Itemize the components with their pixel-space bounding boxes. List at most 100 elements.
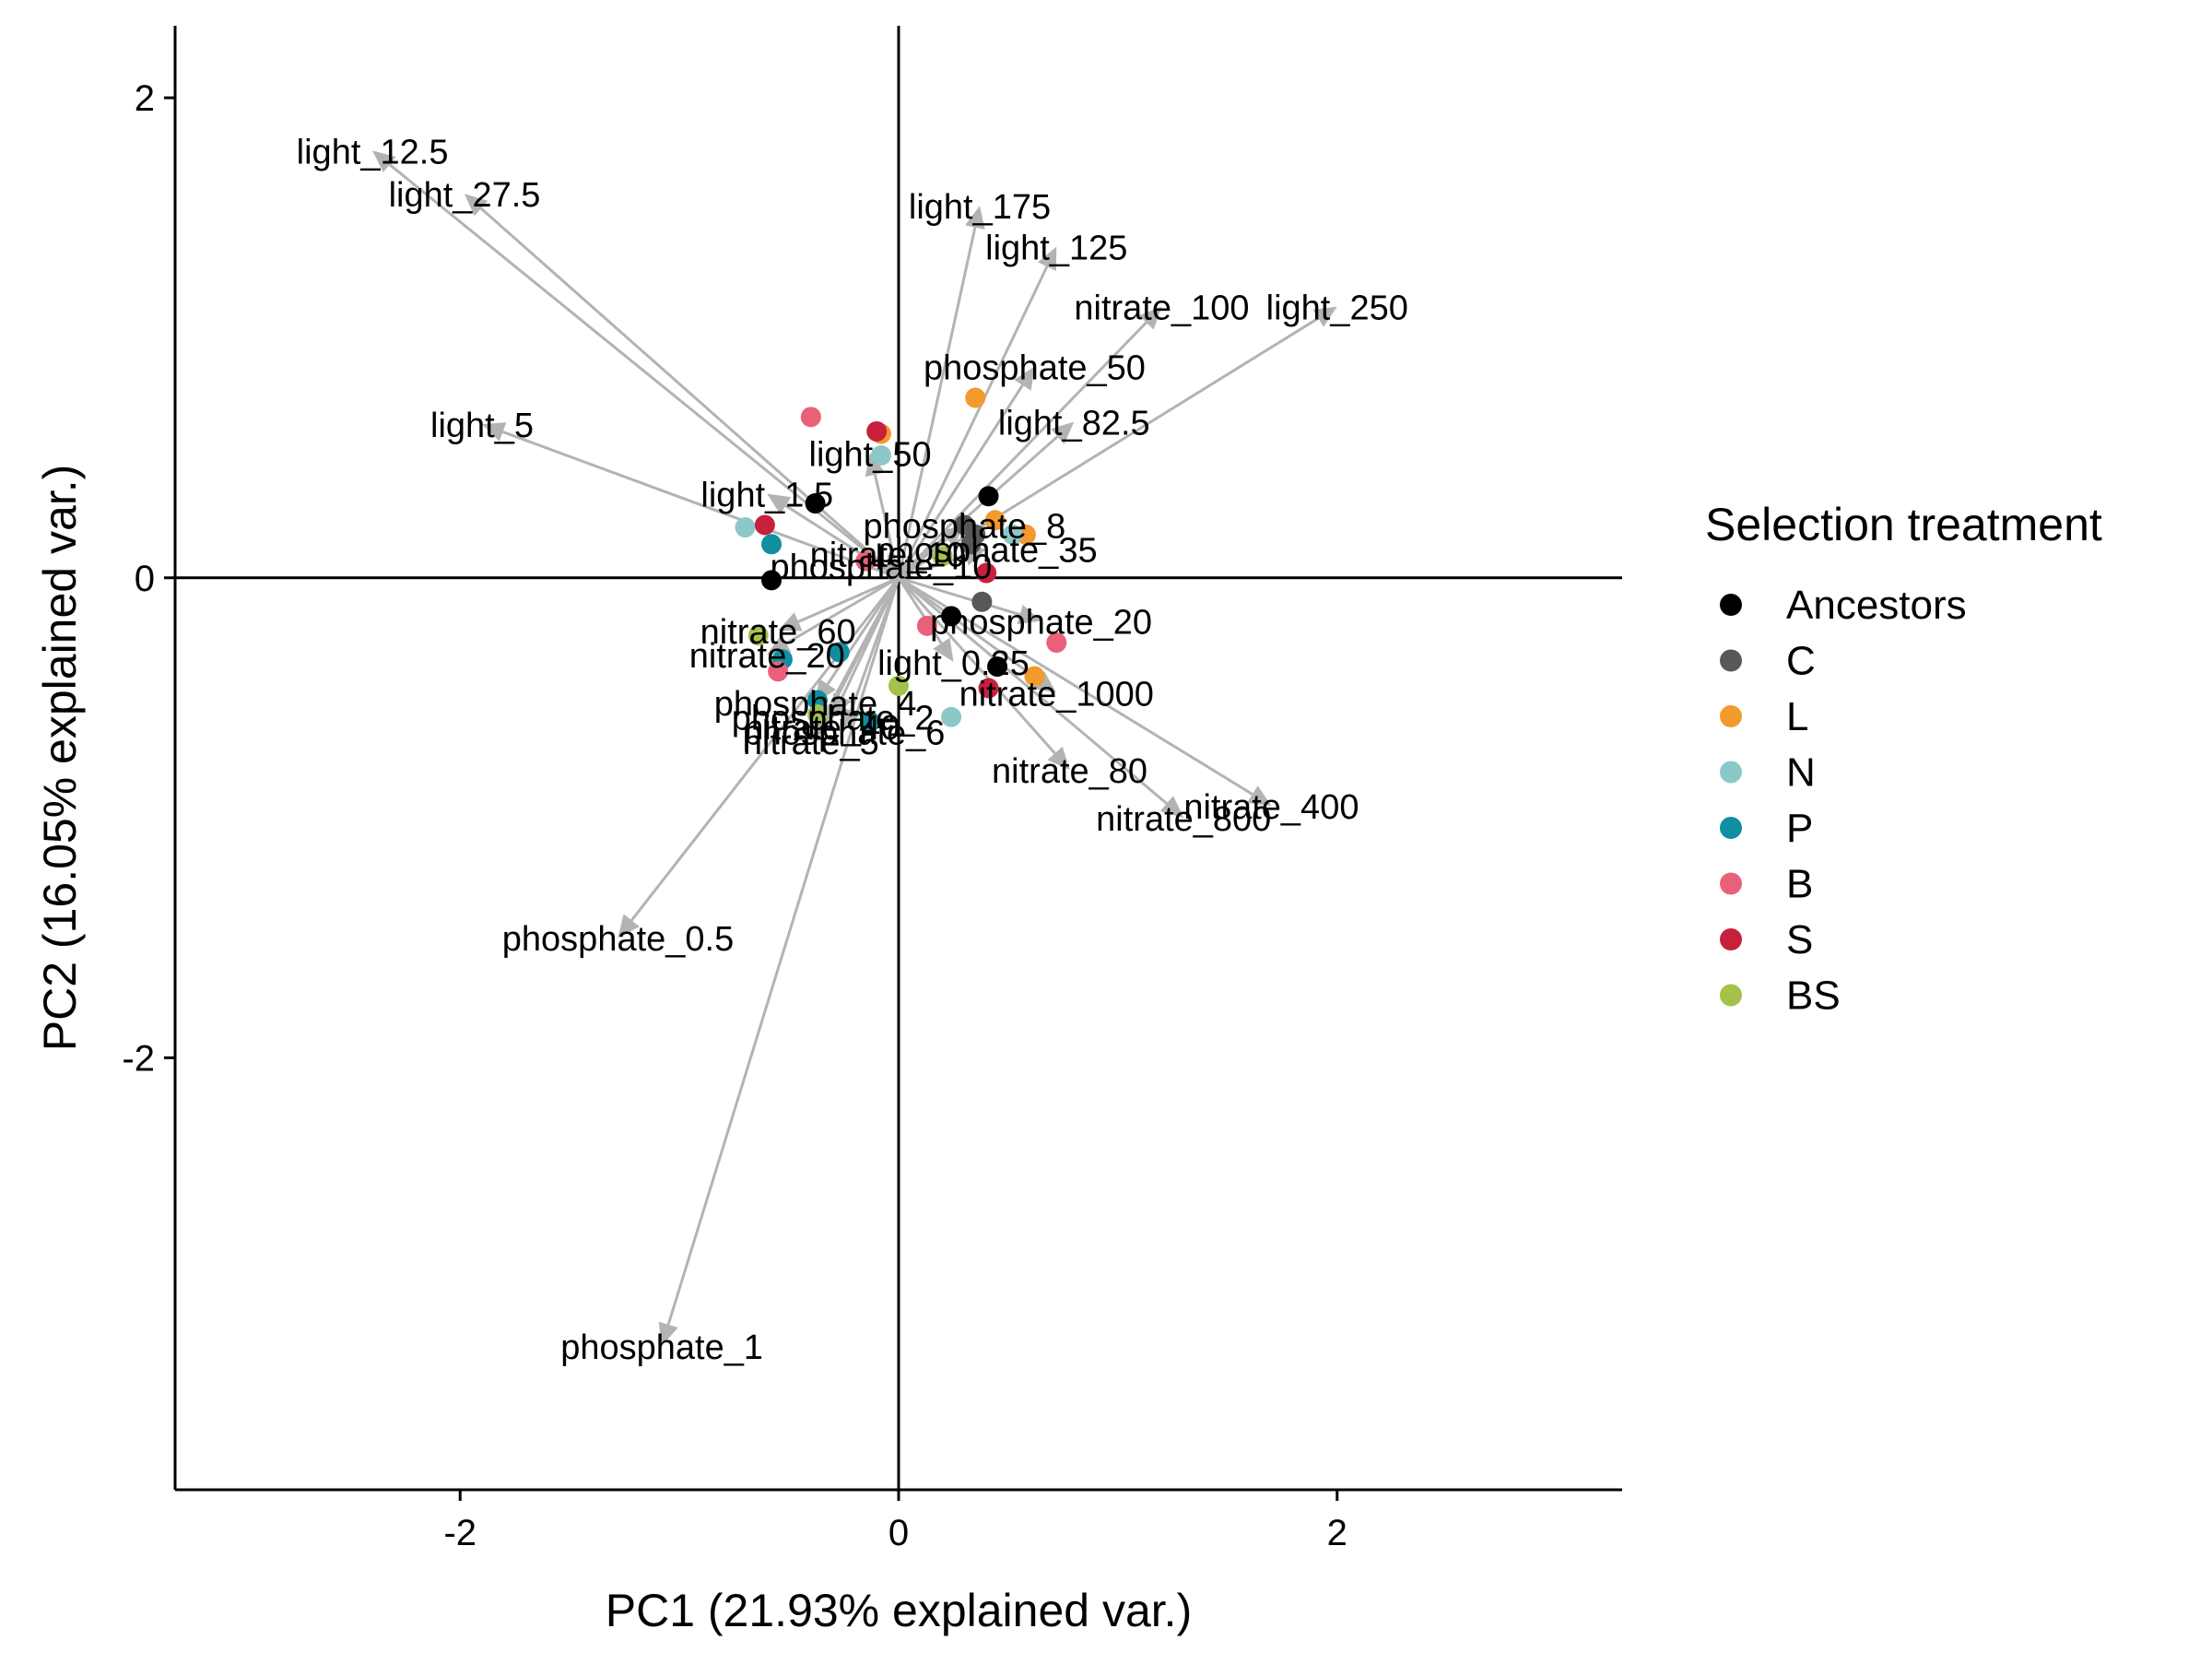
loading-arrow-head bbox=[1138, 306, 1162, 330]
loading-arrow-light-125 bbox=[897, 246, 1057, 579]
loading-label-nitrate-5: nitrate_5 bbox=[743, 724, 879, 762]
x-tick-label: 0 bbox=[888, 1513, 909, 1553]
point-ancestors bbox=[805, 493, 826, 514]
loading-arrow-head bbox=[767, 493, 792, 514]
legend-item-c: C bbox=[1720, 639, 1816, 684]
legend-swatch bbox=[1720, 872, 1742, 895]
loading-arrow-shaft bbox=[897, 266, 1049, 579]
loading-arrow-nitrate-80 bbox=[897, 576, 1070, 771]
point-b bbox=[800, 407, 821, 428]
loading-arrow-phosphate-0-5 bbox=[618, 576, 900, 938]
legend-item-l: L bbox=[1720, 694, 1808, 739]
loading-arrow-shaft bbox=[784, 504, 900, 580]
point-n bbox=[870, 444, 891, 466]
point-s bbox=[866, 420, 888, 442]
legend-swatch bbox=[1720, 594, 1742, 616]
point-n bbox=[1002, 524, 1023, 545]
loading-label-light-125: light_125 bbox=[985, 230, 1127, 268]
point-b bbox=[1046, 632, 1067, 654]
x-axis-title: PC1 (21.93% explained var.) bbox=[606, 1585, 1192, 1636]
loading-label-light-82-5: light_82.5 bbox=[998, 405, 1150, 443]
loading-label-light-50: light_50 bbox=[809, 435, 932, 474]
loading-arrow-shaft bbox=[819, 577, 900, 723]
axes: -2 0 2 -2 0 2 PC1 (21.93% explained var.) PC2 (… bbox=[34, 26, 1622, 1636]
legend-swatch bbox=[1720, 928, 1742, 950]
point-b bbox=[768, 661, 789, 682]
x-tick-label: -2 bbox=[443, 1513, 477, 1553]
loading-arrow-head bbox=[767, 634, 792, 655]
loading-arrow-shaft bbox=[897, 227, 977, 579]
point-l bbox=[965, 387, 986, 408]
loading-arrow-head bbox=[1159, 796, 1184, 819]
y-axis-title: PC2 (16.05% explained var.) bbox=[34, 465, 86, 1051]
loading-label-nitrate-1000: nitrate_1000 bbox=[959, 676, 1154, 714]
loading-arrow-head bbox=[482, 422, 507, 442]
point-b bbox=[855, 550, 877, 572]
point-bs bbox=[747, 625, 769, 646]
legend-label: S bbox=[1786, 917, 1813, 962]
loading-label-phosphate-4: phosphate_4 bbox=[714, 685, 917, 724]
loading-label-phosphate-1: phosphate_1 bbox=[560, 1328, 763, 1367]
sample-points bbox=[735, 387, 1067, 732]
loading-arrow-shaft bbox=[479, 207, 900, 579]
legend-item-n: N bbox=[1720, 750, 1816, 796]
loading-label-phosphate-6: phosphate_6 bbox=[743, 714, 946, 752]
point-s bbox=[978, 678, 999, 699]
loading-arrow-nitrate-1000 bbox=[898, 576, 1057, 693]
loading-label-phosphate-0-5: phosphate_0.5 bbox=[502, 920, 734, 959]
loading-arrow-shaft bbox=[630, 576, 900, 922]
loading-arrow-head bbox=[465, 194, 488, 217]
loading-arrow-light-5 bbox=[482, 422, 900, 580]
point-l bbox=[1024, 666, 1045, 687]
legend-label: BS bbox=[1786, 974, 1841, 1019]
point-ancestors bbox=[978, 486, 999, 507]
legend-swatch bbox=[1720, 761, 1742, 784]
loading-arrow-shaft bbox=[897, 321, 1147, 579]
point-p bbox=[829, 642, 850, 663]
point-n bbox=[941, 706, 962, 727]
loading-labels: light_12.5light_27.5light_5light_1.5ligh… bbox=[297, 133, 1408, 1366]
legend-label: N bbox=[1786, 750, 1816, 796]
legend-swatch bbox=[1720, 984, 1742, 1007]
loading-arrow-shaft bbox=[898, 537, 948, 579]
legend-item-ancestors: Ancestors bbox=[1720, 583, 1967, 628]
loading-label-light-1-5: light_1.5 bbox=[700, 477, 833, 515]
loading-arrow-head bbox=[1312, 306, 1337, 327]
loading-label-phosphate-10: phosphate_10 bbox=[771, 549, 993, 587]
loading-arrow-nitrate-100 bbox=[897, 306, 1162, 579]
loading-label-nitrate-80: nitrate_80 bbox=[992, 752, 1147, 791]
loading-label-nitrate-400: nitrate_400 bbox=[1183, 788, 1359, 827]
loading-arrow-head bbox=[1032, 671, 1057, 693]
loading-arrow-head bbox=[821, 702, 841, 727]
loading-arrow-head bbox=[1247, 785, 1272, 807]
loading-arrow-light-27-5 bbox=[465, 194, 900, 579]
y-tick-label: -2 bbox=[122, 1038, 155, 1079]
legend-label: C bbox=[1786, 639, 1816, 684]
loading-arrow-light-82-5 bbox=[898, 421, 1075, 579]
loading-label-phosphate-35: phosphate_35 bbox=[876, 532, 1098, 571]
loading-arrow-phosphate-20 bbox=[898, 576, 1041, 625]
point-bs bbox=[806, 704, 828, 726]
point-n bbox=[735, 517, 756, 538]
loading-arrow-shaft bbox=[388, 163, 900, 579]
loading-arrow-head bbox=[778, 612, 803, 631]
loading-arrow-shaft bbox=[898, 435, 1059, 579]
y-tick-label: 2 bbox=[135, 78, 155, 119]
loading-arrow-head bbox=[1051, 421, 1075, 444]
point-p bbox=[860, 711, 881, 732]
loading-arrow-shaft bbox=[666, 577, 900, 1326]
loading-label-light-250: light_250 bbox=[1266, 289, 1408, 328]
loading-arrow-head bbox=[372, 150, 396, 173]
loading-arrow-head bbox=[880, 565, 905, 587]
loading-arrow-light-175 bbox=[897, 206, 985, 579]
point-ancestors bbox=[941, 606, 962, 627]
point-s bbox=[754, 514, 775, 536]
loading-arrow-shaft bbox=[797, 576, 900, 623]
loading-arrow-shaft bbox=[898, 576, 1021, 617]
loading-label-light-5: light_5 bbox=[430, 407, 534, 445]
loading-arrow-head bbox=[1017, 605, 1041, 625]
legend-item-s: S bbox=[1720, 917, 1813, 962]
